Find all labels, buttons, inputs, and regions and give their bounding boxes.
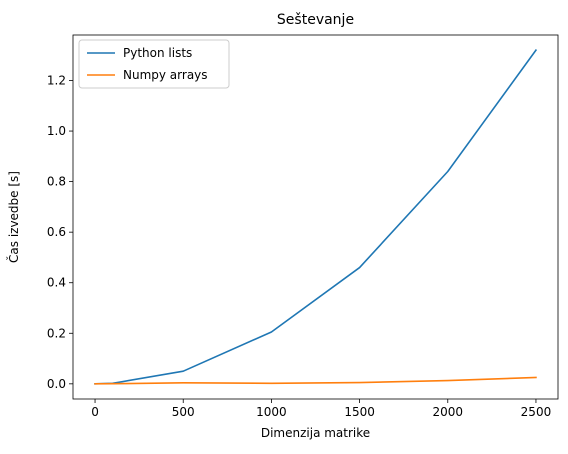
x-axis-label: Dimenzija matrike <box>261 426 370 440</box>
y-tick-label: 1.0 <box>47 124 66 138</box>
y-tick-label: 0.2 <box>47 326 66 340</box>
legend-box <box>78 39 230 89</box>
legend-label-2: Numpy arrays <box>123 68 208 82</box>
series-layer <box>94 49 538 385</box>
plot-frame <box>72 34 559 400</box>
x-tick-label: 1000 <box>256 405 287 419</box>
plot-area <box>73 35 558 399</box>
x-axis-ticks: 0 500 1000 1500 2000 2500 <box>91 399 551 419</box>
x-tick-label: 0 <box>91 405 99 419</box>
legend: Python lists Numpy arrays <box>78 39 230 89</box>
y-tick-label: 0.4 <box>47 276 66 290</box>
y-axis-ticks: 0.0 0.2 0.4 0.6 0.8 1.0 1.2 <box>47 74 73 391</box>
chart-title: Seštevanje <box>277 12 354 28</box>
x-tick-label: 500 <box>172 405 195 419</box>
x-tick-label: 1500 <box>344 405 375 419</box>
series-line-2 <box>94 376 537 385</box>
y-tick-label: 1.2 <box>47 74 66 88</box>
legend-label-1: Python lists <box>123 46 192 60</box>
y-tick-label: 0.0 <box>47 377 66 391</box>
y-tick-label: 0.6 <box>47 225 66 239</box>
y-axis-label: Čas izvedbe [s] <box>6 171 21 263</box>
x-tick-label: 2500 <box>521 405 552 419</box>
x-tick-label: 2000 <box>432 405 463 419</box>
y-tick-label: 0.8 <box>47 175 66 189</box>
